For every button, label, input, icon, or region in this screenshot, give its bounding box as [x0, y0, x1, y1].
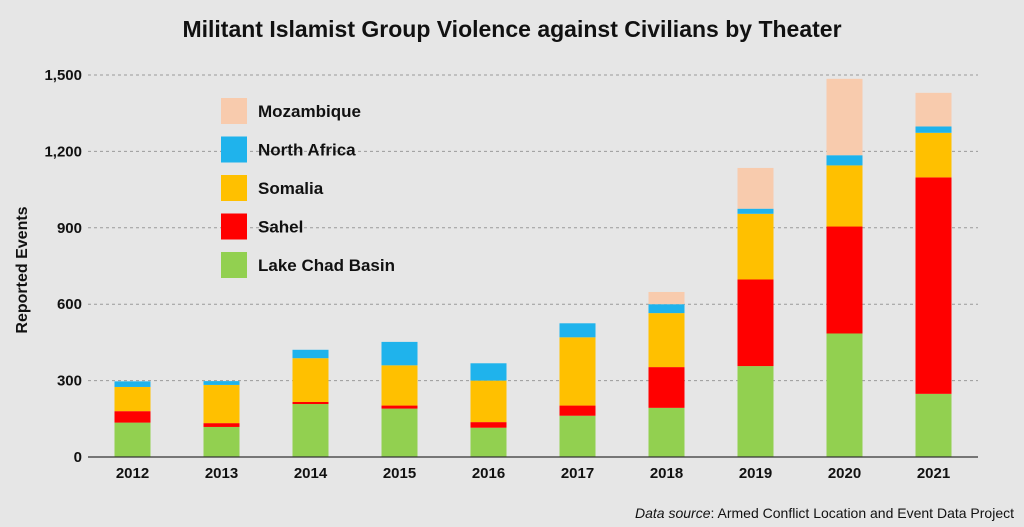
bar-lake-chad-basin-2021 [915, 393, 952, 457]
legend-label-somalia: Somalia [258, 179, 324, 198]
bar-north-africa-2021 [915, 126, 952, 133]
x-tick-label-2020: 2020 [828, 465, 861, 482]
legend-label-north-africa: North Africa [258, 141, 356, 160]
bar-somalia-2021 [915, 132, 952, 178]
bar-north-africa-2016 [470, 363, 507, 381]
legend-swatch-sahel [221, 213, 247, 240]
bar-stack-2017 [559, 323, 596, 457]
legend: Mozambique North Africa Somalia Sahel Lake C… [221, 98, 395, 278]
bar-stack-2021 [915, 92, 952, 457]
bar-north-africa-2015 [381, 341, 418, 366]
bar-mozambique-2019 [737, 167, 774, 209]
bar-sahel-2018 [648, 367, 685, 408]
bar-sahel-2015 [381, 405, 418, 409]
bar-north-africa-2012 [114, 381, 151, 387]
x-tick-label-2017: 2017 [561, 465, 594, 482]
bar-stack-2013 [203, 381, 240, 457]
bar-sahel-2019 [737, 279, 774, 367]
bar-north-africa-2013 [203, 381, 240, 385]
y-tick-label-600: 600 [57, 296, 82, 313]
bar-north-africa-2018 [648, 304, 685, 314]
bar-lake-chad-basin-2015 [381, 408, 418, 457]
bar-lake-chad-basin-2014 [292, 404, 329, 457]
bar-somalia-2012 [114, 386, 151, 412]
legend-swatch-lake-chad-basin [221, 252, 247, 278]
legend-label-sahel: Sahel [258, 218, 303, 237]
source-note: Data source: Armed Conflict Location and… [635, 505, 1014, 521]
y-tick-label-1500: 1,500 [44, 67, 82, 84]
bar-north-africa-2020 [826, 155, 863, 166]
bar-sahel-2017 [559, 405, 596, 416]
bar-stack-2012 [114, 381, 151, 457]
bar-somalia-2013 [203, 384, 240, 424]
bar-lake-chad-basin-2013 [203, 426, 240, 457]
bar-lake-chad-basin-2017 [559, 415, 596, 457]
bar-north-africa-2017 [559, 323, 596, 338]
bar-lake-chad-basin-2018 [648, 407, 685, 457]
bar-somalia-2016 [470, 380, 507, 423]
bars [114, 78, 952, 457]
bar-lake-chad-basin-2012 [114, 422, 151, 457]
bar-somalia-2015 [381, 365, 418, 406]
bar-sahel-2020 [826, 226, 863, 334]
bar-sahel-2014 [292, 401, 329, 405]
bar-lake-chad-basin-2016 [470, 427, 507, 457]
bar-sahel-2021 [915, 177, 952, 394]
bar-north-africa-2014 [292, 349, 329, 359]
y-tick-label-300: 300 [57, 373, 82, 390]
bar-mozambique-2021 [915, 92, 952, 127]
bar-stack-2015 [381, 341, 418, 457]
bar-stack-2020 [826, 78, 863, 457]
legend-swatch-mozambique [221, 98, 247, 124]
bar-mozambique-2018 [648, 291, 685, 305]
legend-swatch-north-africa [221, 136, 247, 163]
bar-somalia-2020 [826, 165, 863, 227]
x-tick-label-2016: 2016 [472, 465, 505, 482]
bar-stack-2019 [737, 167, 774, 457]
source-text: : Armed Conflict Location and Event Data… [710, 505, 1015, 521]
bar-stack-2014 [292, 349, 329, 457]
bar-mozambique-2020 [826, 78, 863, 156]
x-tick-label-2021: 2021 [917, 465, 950, 482]
x-tick-label-2018: 2018 [650, 465, 683, 482]
x-tick-label-2015: 2015 [383, 465, 416, 482]
bar-stack-2018 [648, 291, 685, 457]
x-tick-label-2012: 2012 [116, 465, 149, 482]
y-tick-label-1200: 1,200 [44, 143, 82, 160]
chart-title: Militant Islamist Group Violence against… [182, 16, 842, 42]
x-tick-label-2014: 2014 [294, 465, 328, 482]
bar-stack-2016 [470, 363, 507, 457]
bar-somalia-2018 [648, 313, 685, 368]
gridlines [88, 74, 978, 382]
legend-label-lake-chad-basin: Lake Chad Basin [258, 256, 395, 275]
y-tick-labels: 0 300 600 900 1,200 1,500 [44, 67, 82, 466]
bar-sahel-2013 [203, 423, 240, 427]
y-tick-label-0: 0 [74, 449, 82, 466]
bar-lake-chad-basin-2019 [737, 366, 774, 457]
x-tick-labels: 2012 2013 2014 2015 2016 2017 2018 2019 2020 2021 [116, 465, 950, 482]
bar-lake-chad-basin-2020 [826, 333, 863, 457]
bar-sahel-2012 [114, 411, 151, 423]
legend-label-mozambique: Mozambique [258, 102, 361, 121]
y-tick-label-900: 900 [57, 220, 82, 237]
x-tick-label-2019: 2019 [739, 465, 772, 482]
bar-north-africa-2019 [737, 208, 774, 214]
bar-somalia-2019 [737, 213, 774, 280]
source-lead: Data source [635, 505, 711, 521]
bar-sahel-2016 [470, 422, 507, 428]
bar-somalia-2017 [559, 337, 596, 406]
x-tick-label-2013: 2013 [205, 465, 238, 482]
legend-swatch-somalia [221, 175, 247, 201]
bar-somalia-2014 [292, 358, 329, 402]
